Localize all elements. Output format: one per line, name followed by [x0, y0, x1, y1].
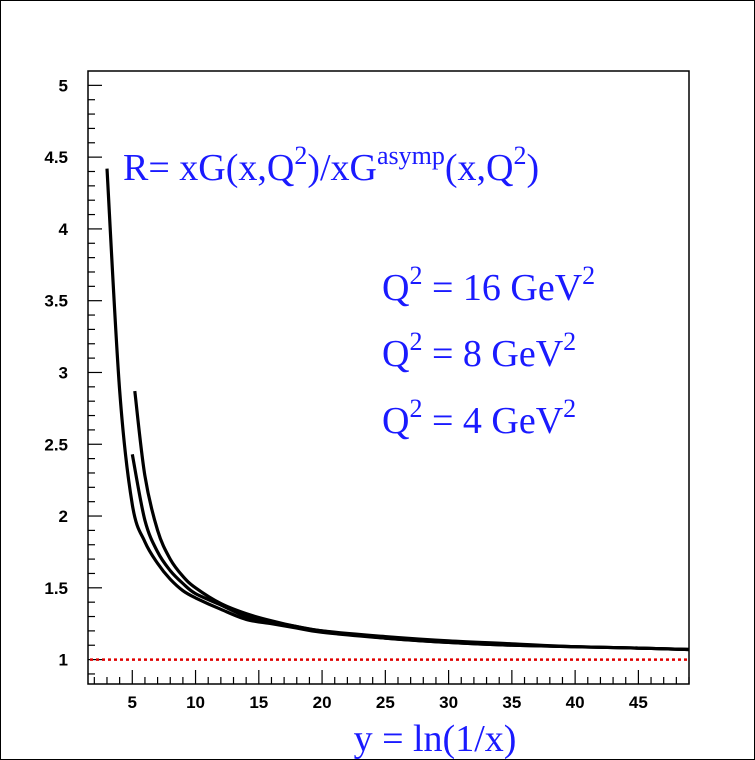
y-tick-label: 1: [59, 651, 68, 670]
y-tick-label: 3.5: [44, 292, 68, 311]
series-curves: [105, 168, 690, 652]
x-tick-label: 40: [566, 693, 585, 712]
axis-tick-labels: 5 10 15 20 25 30 35 40 45 1 1.5 2 2.5 3 3.5 4 4.5 5: [44, 76, 647, 712]
y-tick-label: 2: [59, 507, 68, 526]
x-tick-label: 30: [439, 693, 458, 712]
plot-area: [87, 70, 690, 685]
annotation-q2-4: Q2 = 4 GeV2: [382, 394, 576, 442]
annotation-q2-8: Q2 = 8 GeV2: [382, 327, 576, 375]
y-tick-label: 4.5: [44, 148, 68, 167]
x-tick-label: 45: [629, 693, 648, 712]
x-tick-label: 15: [249, 693, 268, 712]
formula-label: R= xG(x,Q2)/xGasymp(x,Q2): [123, 141, 539, 189]
x-tick-label: 25: [376, 693, 395, 712]
x-tick-label: 5: [128, 693, 137, 712]
x-tick-label: 10: [186, 693, 205, 712]
y-tick-label: 2.5: [44, 435, 68, 454]
x-tick-label: 20: [313, 693, 332, 712]
y-tick-label: 3: [59, 363, 68, 382]
x-axis-label: y = ln(1/x): [354, 718, 517, 760]
x-tick-label: 35: [502, 693, 521, 712]
series-line-3: [133, 390, 690, 652]
y-tick-label: 5: [59, 76, 68, 95]
y-tick-label: 4: [59, 220, 69, 239]
series-line-2: [130, 454, 690, 652]
axis-ticks: [88, 84, 690, 684]
y-tick-label: 1.5: [44, 579, 68, 598]
annotation-q2-16: Q2 = 16 GeV2: [382, 261, 595, 309]
